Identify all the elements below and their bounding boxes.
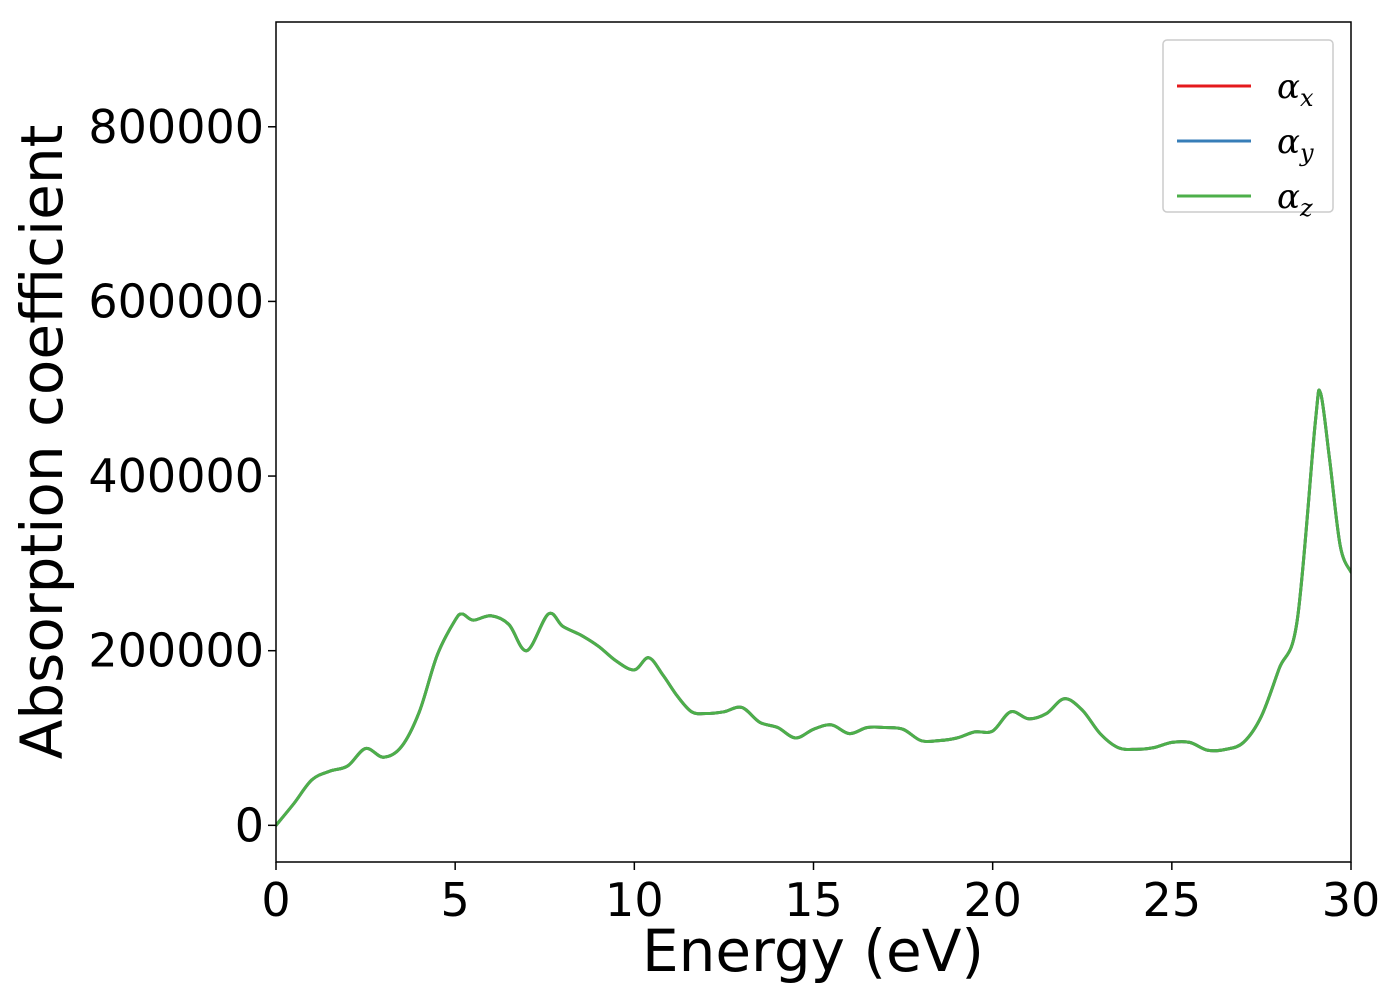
x-tick-label: 20 [963, 873, 1022, 927]
legend-label-x: αx [1277, 67, 1314, 112]
x-tick-label: 25 [1143, 873, 1202, 927]
series-line-y [276, 388, 1351, 827]
legend-box [1162, 39, 1334, 213]
y-tick-label: 800000 [88, 100, 264, 154]
y-tick-label: 0 [235, 798, 264, 852]
x-tick-label: 10 [605, 873, 664, 927]
x-tick-label: 0 [261, 873, 290, 927]
y-axis: 0 200000 400000 600000 800000 [88, 100, 276, 852]
x-tick-label: 15 [784, 873, 843, 927]
y-axis-title: Absorption coefficient [8, 125, 76, 760]
series-line-z [276, 388, 1351, 827]
legend-label-z: αz [1277, 177, 1313, 222]
legend: αx αy αz [1162, 39, 1334, 222]
y-tick-label: 600000 [88, 274, 264, 328]
y-tick-label: 400000 [88, 449, 264, 503]
plot-lines [276, 388, 1351, 827]
x-axis-title: Energy (eV) [642, 917, 984, 985]
x-tick-label: 5 [441, 873, 470, 927]
legend-label-y: αy [1277, 122, 1314, 167]
x-tick-label: 30 [1322, 873, 1381, 927]
series-line-x [276, 388, 1351, 827]
y-tick-label: 200000 [88, 624, 264, 678]
x-axis: 0 5 10 15 20 25 30 [261, 862, 1380, 927]
